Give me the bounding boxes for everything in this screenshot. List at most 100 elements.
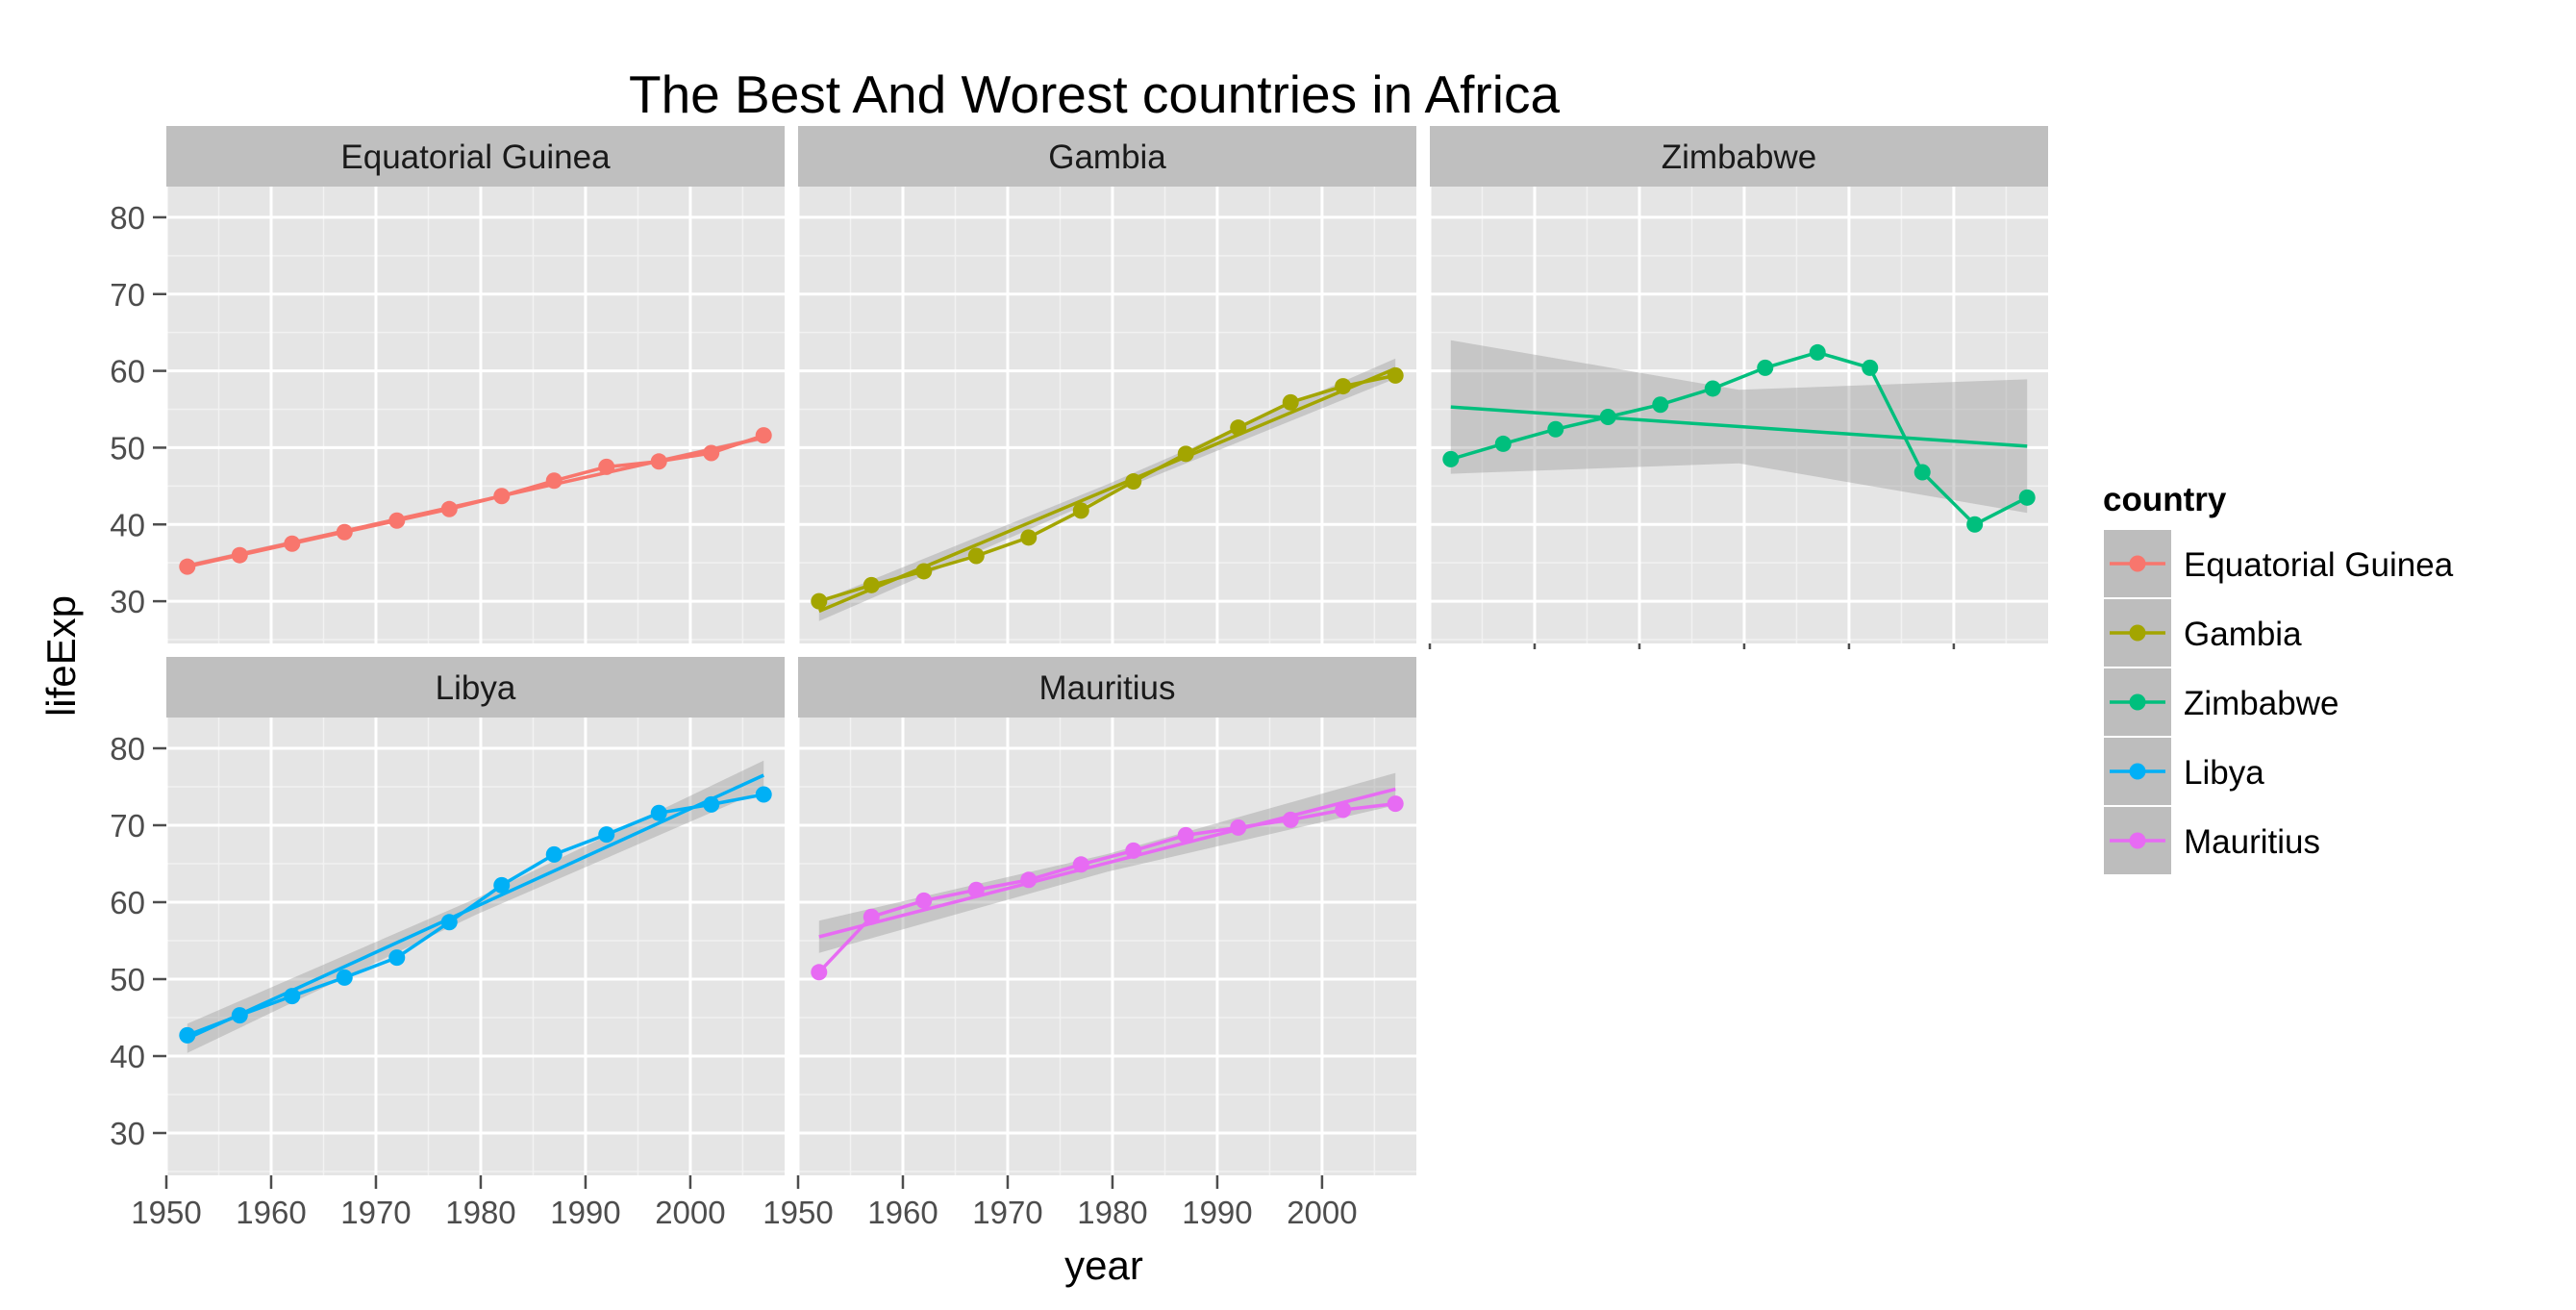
x-tick-label: 2000 [655,1195,725,1230]
panel-gambia: Gambia [796,126,1416,643]
data-point [1809,343,1826,361]
data-point [915,892,933,909]
y-tick-label: 80 [110,731,145,767]
data-point [915,563,933,580]
y-tick-label: 50 [110,962,145,997]
data-point [863,908,880,925]
x-axis-col-2: 1950 1960 1970 1980 1990 2000 [763,1175,1358,1230]
data-point [284,535,301,552]
data-point [1704,380,1721,397]
legend: Equatorial Guinea Gambia Zimbabwe Libya Maur… [2102,528,2454,876]
data-point [1177,826,1194,844]
data-point [231,546,248,564]
data-point [755,786,772,803]
panel-background [798,718,1416,1175]
data-point [336,969,353,986]
facet-strip-label: Mauritius [1039,669,1176,707]
legend-item-zimbabwe: Zimbabwe [2102,667,2338,738]
data-point [1020,529,1038,546]
facet-strip-label: Gambia [1048,139,1166,176]
data-point [1494,435,1512,452]
y-tick-label: 70 [110,277,145,313]
panel-background [166,718,785,1175]
data-point [811,964,828,981]
y-axis-row-2: 30 40 50 60 70 80 [110,731,166,1151]
facet-strip [166,657,785,718]
series-line [187,434,764,568]
data-point [1072,856,1089,873]
x-tick-label: 1970 [340,1195,411,1230]
data-point [1335,378,1352,395]
data-point [1072,502,1089,519]
legend-label: Zimbabwe [2184,685,2338,722]
facet-strip-label: Zimbabwe [1662,139,1816,176]
data-point [1599,408,1616,425]
x-axis-title: year [1064,1243,1143,1288]
x-tick-label: 1980 [1077,1195,1147,1230]
legend-key-point [2129,624,2146,642]
series-line [817,801,1396,974]
y-axis-title: lifeExp [38,595,84,717]
series-line [818,373,1396,603]
legend-item-mauritius: Mauritius [2102,805,2320,876]
legend-key-point [2129,693,2146,711]
data-point [1230,419,1247,437]
data-point [1177,445,1194,463]
data-point [967,881,985,898]
x-axis-col-1: 1950 1960 1970 1980 1990 2000 [131,1175,726,1230]
data-point [388,949,406,967]
series-line [187,793,764,1038]
data-point [1020,871,1038,889]
y-tick-label: 40 [110,507,145,542]
panel-background [798,187,1416,643]
data-point [1387,366,1404,384]
x-tick-label: 1980 [445,1195,515,1230]
y-axis-row-1: 30 40 50 60 70 80 [110,200,166,619]
legend-key-point [2129,763,2146,780]
data-point [755,427,772,444]
facet-strip [798,657,1416,718]
data-point [1862,359,1879,376]
data-point [967,547,985,565]
x-tick-label: 1990 [550,1195,620,1230]
panel-background [166,187,785,643]
data-point [1282,811,1299,828]
legend-label: Gambia [2184,616,2302,653]
data-point [545,845,563,863]
data-point [1966,516,1984,533]
data-point [650,804,667,821]
panel-mauritius: Mauritius [796,657,1416,1175]
facet-panels: Equatorial Guinea Gambia Zimbabwe Libya Maur… [110,126,2048,1230]
x-tick-label: 2000 [1287,1195,1357,1230]
trend-line [818,787,1396,939]
data-point [1757,359,1774,376]
trend-line [1450,405,2028,448]
facet-strip [1430,126,2048,187]
data-point [284,988,301,1005]
panel-background [1430,187,2048,643]
data-point [1547,420,1564,438]
data-point [703,795,720,813]
data-point [179,558,196,575]
legend-key-point [2129,555,2146,572]
x-tick-label: 1970 [972,1195,1042,1230]
data-point [1913,464,1931,481]
data-point [493,876,511,894]
data-point [440,500,458,517]
panel-libya: Libya [164,657,785,1175]
data-point [1125,473,1142,491]
data-point [598,458,615,475]
y-tick-label: 50 [110,430,145,466]
y-tick-label: 70 [110,808,145,844]
data-point [388,512,406,529]
facet-strip-label: Equatorial Guinea [340,139,611,176]
x-tick-label: 1960 [867,1195,938,1230]
data-point [2018,489,2036,506]
legend-title: country [2103,481,2227,518]
data-point [1652,396,1669,414]
y-tick-label: 40 [110,1039,145,1074]
legend-item-gambia: Gambia [2102,597,2302,668]
data-point [1335,801,1352,819]
